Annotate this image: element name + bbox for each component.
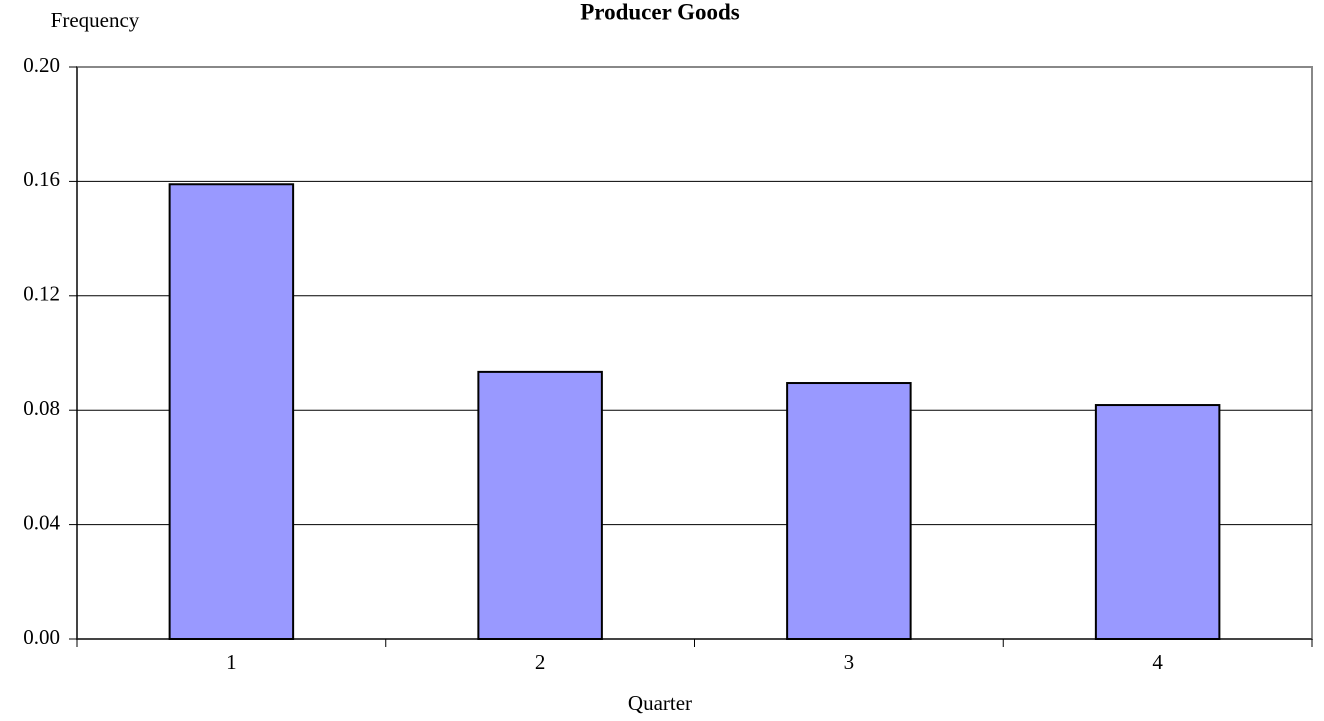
x-tick-label: 3 (844, 650, 855, 674)
y-tick-label: 0.04 (23, 510, 60, 534)
y-tick-label: 0.00 (23, 625, 60, 649)
y-tick-label: 0.20 (23, 53, 60, 77)
chart-title: Producer Goods (580, 0, 740, 24)
bar (168, 183, 295, 640)
y-tick-label: 0.16 (23, 167, 60, 191)
y-tick-label: 0.12 (23, 282, 60, 306)
bar (1094, 404, 1221, 640)
y-tick-label: 0.08 (23, 396, 60, 420)
bar (786, 382, 912, 640)
x-tick-label: 4 (1152, 650, 1163, 674)
bar (477, 370, 603, 640)
x-axis-label: Quarter (628, 691, 692, 715)
x-tick-label: 1 (226, 650, 237, 674)
y-axis-label: Frequency (51, 8, 140, 32)
x-tick-label: 2 (535, 650, 546, 674)
